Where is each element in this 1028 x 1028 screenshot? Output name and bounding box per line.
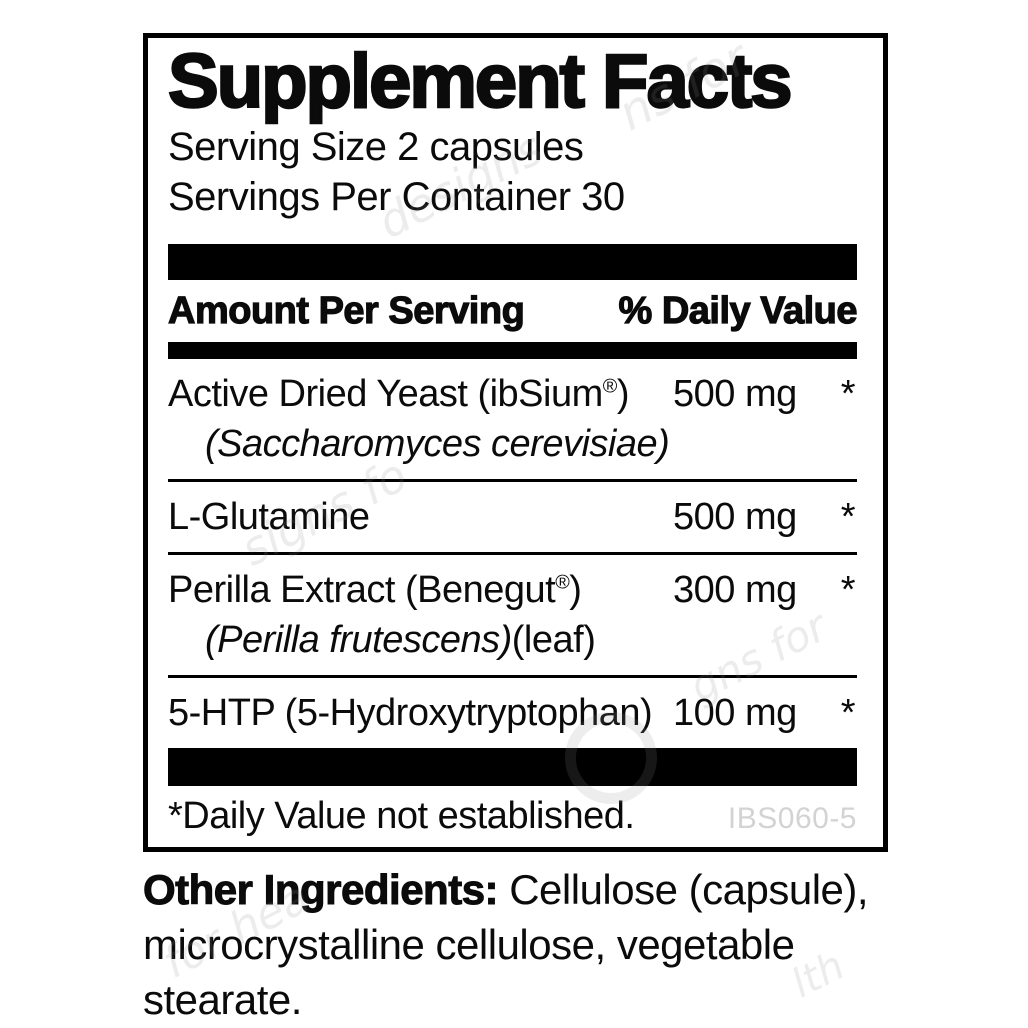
- divider-bar-thick: [168, 244, 857, 280]
- ingredient-amount: 100 mg: [673, 692, 797, 734]
- registered-trademark-icon: ®: [555, 571, 570, 594]
- ingredient-name: Active Dried Yeast (ibSium®): [168, 373, 629, 415]
- ingredient-subline: (Perilla frutescens)(leaf): [205, 619, 596, 661]
- other-ingredients-text: Cellulose (capsule),: [509, 866, 869, 913]
- table-row: L-Glutamine 500 mg *: [168, 482, 857, 555]
- product-code: IBS060-5: [727, 802, 857, 835]
- amount-per-serving-header: Amount Per Serving: [167, 289, 525, 332]
- ingredient-name: L-Glutamine: [168, 496, 370, 538]
- daily-value-asterisk: *: [840, 496, 856, 538]
- divider-bar-medium: [168, 342, 857, 359]
- ingredient-line: Perilla Extract (Benegut®) 300 mg *: [168, 565, 857, 615]
- footnote-row: *Daily Value not established. IBS060-5: [168, 786, 857, 843]
- daily-value-footnote: *Daily Value not established.: [168, 795, 635, 837]
- other-ingredients: Other Ingredients: Cellulose (capsule), …: [142, 862, 953, 1027]
- panel-title: Supplement Facts: [167, 39, 794, 124]
- ingredient-amount: 300 mg: [673, 569, 797, 611]
- ingredient-name: 5-HTP (5-Hydroxytryptophan): [168, 692, 653, 734]
- table-row: Active Dried Yeast (ibSium®) 500 mg * (S…: [168, 359, 857, 482]
- daily-value-header: % Daily Value: [618, 289, 858, 332]
- ingredient-line: 5-HTP (5-Hydroxytryptophan) 100 mg *: [168, 688, 857, 738]
- daily-value-asterisk: *: [840, 569, 856, 611]
- divider-bar-thick: [168, 748, 857, 786]
- ingredient-name: Perilla Extract (Benegut®): [168, 569, 582, 611]
- ingredient-subline: (Saccharomyces cerevisiae): [205, 423, 670, 465]
- ingredient-amount: 500 mg: [673, 373, 797, 415]
- other-ingredients-text: microcrystalline cellulose, vegetable st…: [143, 921, 795, 1023]
- ingredient-line: L-Glutamine 500 mg *: [168, 492, 857, 542]
- table-row: Perilla Extract (Benegut®) 300 mg * (Per…: [168, 555, 857, 678]
- supplement-facts-panel: Supplement Facts Serving Size 2 capsules…: [143, 33, 888, 852]
- serving-size: Serving Size 2 capsules: [168, 125, 584, 169]
- daily-value-asterisk: *: [840, 373, 856, 415]
- table-row: 5-HTP (5-Hydroxytryptophan) 100 mg *: [168, 678, 857, 748]
- ingredient-amount: 500 mg: [673, 496, 797, 538]
- registered-trademark-icon: ®: [602, 375, 618, 398]
- servings-per-container: Servings Per Container 30: [168, 175, 625, 219]
- serving-info: Serving Size 2 capsules Servings Per Con…: [168, 122, 857, 222]
- column-header-row: Amount Per Serving % Daily Value: [167, 280, 858, 342]
- other-ingredients-label: Other Ingredients:: [142, 866, 499, 914]
- daily-value-asterisk: *: [840, 692, 856, 734]
- ingredient-line: Active Dried Yeast (ibSium®) 500 mg *: [168, 369, 857, 419]
